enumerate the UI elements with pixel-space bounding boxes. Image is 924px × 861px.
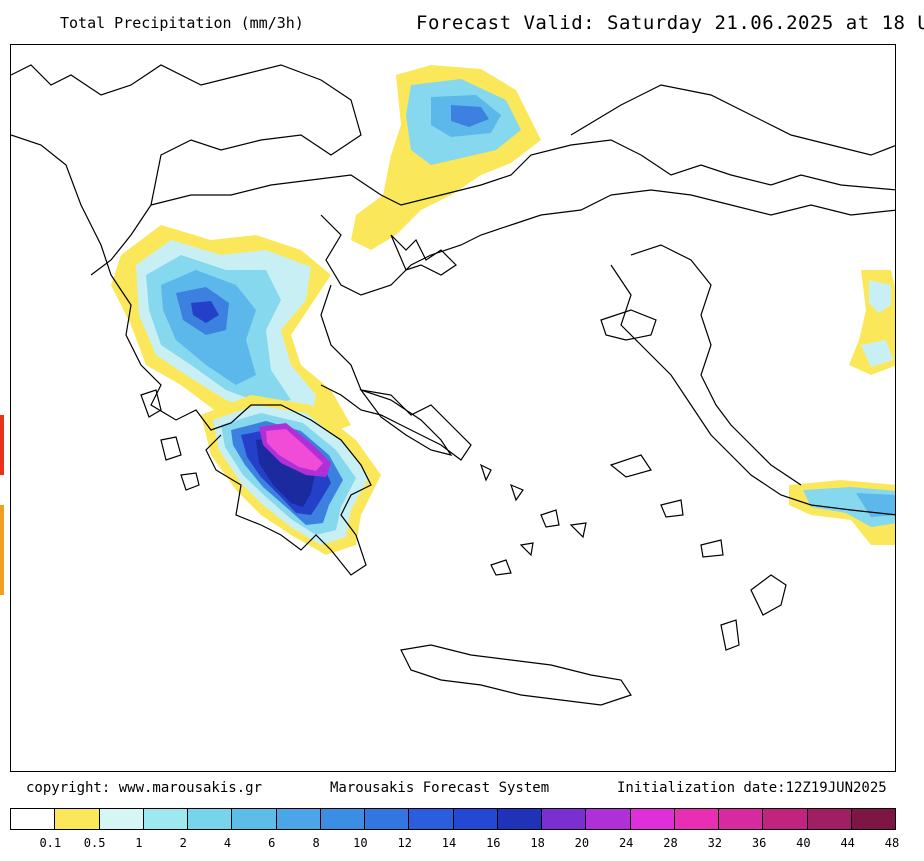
legend-label: 10 <box>353 836 368 850</box>
precip-fields <box>111 65 895 555</box>
initialization-date: Initialization date:12Z19JUN2025 <box>617 780 887 796</box>
header: Total Precipitation (mm/3h) Forecast Val… <box>0 0 924 44</box>
legend-swatch <box>99 809 144 829</box>
legend-swatch <box>232 809 277 829</box>
legend-label: 14 <box>441 836 457 850</box>
left-edge-mark-red <box>0 415 4 475</box>
copyright-text: copyright: www.marousakis.gr <box>26 780 263 796</box>
legend-label: 12 <box>397 836 412 850</box>
legend-swatch <box>11 809 56 829</box>
legend-swatch <box>497 809 542 829</box>
legend-label: 32 <box>707 836 723 850</box>
legend-label: 28 <box>663 836 678 850</box>
legend-label: 4 <box>223 836 232 850</box>
legend-label: 0.5 <box>83 836 106 850</box>
coastlines <box>11 64 895 706</box>
footer: copyright: www.marousakis.gr Marousakis … <box>0 772 924 802</box>
legend-label: 0.1 <box>39 836 62 850</box>
legend-swatch <box>719 809 764 829</box>
legend-swatch <box>276 809 321 829</box>
legend-swatch <box>763 809 808 829</box>
legend-swatch <box>542 809 587 829</box>
legend-color-bar <box>10 808 896 830</box>
forecast-valid-time: Forecast Valid: Saturday 21.06.2025 at 1… <box>416 12 924 34</box>
precip-east-2-mid <box>856 493 895 517</box>
forecast-system-name: Marousakis Forecast System <box>330 780 550 796</box>
legend-swatch <box>143 809 188 829</box>
legend-label: 2 <box>179 836 187 850</box>
color-legend <box>10 808 896 830</box>
legend-label: 44 <box>840 836 855 850</box>
legend-swatch <box>807 809 852 829</box>
precip-pelo-magenta <box>266 429 323 471</box>
legend-swatch <box>630 809 675 829</box>
legend-label: 36 <box>751 836 767 850</box>
legend-label: 24 <box>618 836 634 850</box>
legend-label: 16 <box>486 836 501 850</box>
legend-swatch <box>188 809 233 829</box>
legend-swatch <box>586 809 631 829</box>
legend-swatch <box>674 809 719 829</box>
legend-swatch <box>55 809 100 829</box>
precip-east-1-light <box>869 280 891 313</box>
precipitation-map <box>10 44 896 772</box>
legend-swatch <box>365 809 410 829</box>
legend-label: 40 <box>796 836 811 850</box>
precip-east-1-light-b <box>861 340 893 367</box>
legend-labels: 0.1 0.5 1 2 4 6 8 10 12 14 16 18 20 24 28 32 36 40 44 48 <box>10 836 900 856</box>
legend-label: 8 <box>312 836 320 850</box>
legend-swatch <box>851 809 895 829</box>
legend-label: 1 <box>135 836 143 850</box>
legend-label: 6 <box>268 836 276 850</box>
map-title: Total Precipitation (mm/3h) <box>60 14 304 32</box>
left-edge-mark-orange <box>0 505 4 595</box>
legend-swatch <box>453 809 498 829</box>
precip-north-blue <box>451 105 489 127</box>
legend-swatch <box>320 809 365 829</box>
legend-label: 20 <box>574 836 590 850</box>
legend-label: 48 <box>884 836 900 850</box>
legend-label: 18 <box>530 836 545 850</box>
legend-swatch <box>409 809 454 829</box>
precip-west-deep <box>191 301 219 323</box>
map-svg <box>11 64 895 706</box>
